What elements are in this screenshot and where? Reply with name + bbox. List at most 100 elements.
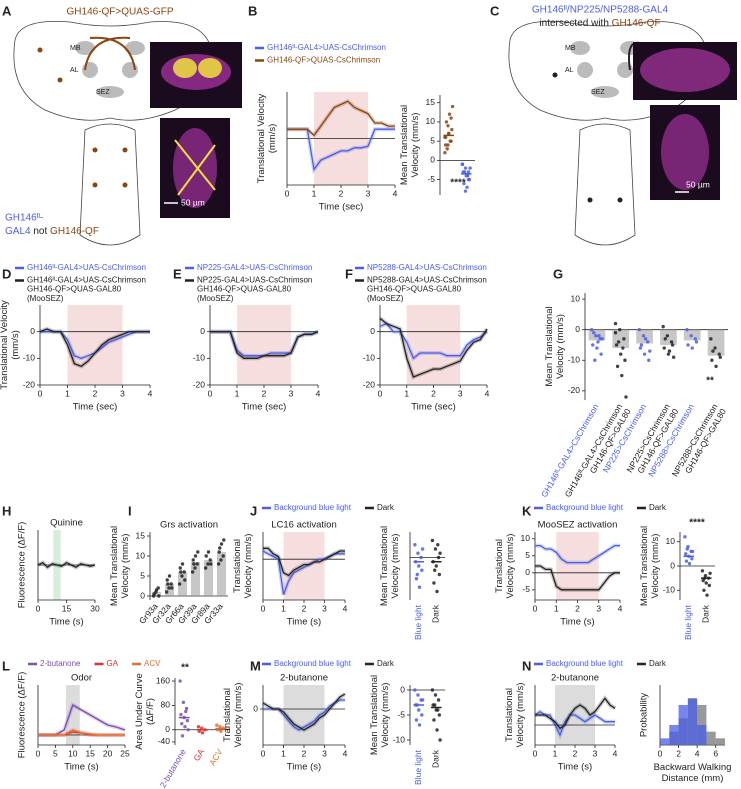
y-axis-label: Area Under Curve(ΔF/F) bbox=[134, 673, 156, 750]
panel-letter: H bbox=[2, 503, 11, 518]
y-tick-label: 0 bbox=[30, 326, 35, 336]
note-part: GH146-QF bbox=[50, 226, 99, 237]
x-tick-label: 1 bbox=[312, 188, 317, 198]
data-point bbox=[670, 343, 675, 347]
series-line bbox=[37, 561, 96, 569]
data-point bbox=[666, 352, 671, 356]
x-tick-label: 0 bbox=[285, 188, 290, 198]
x-tick-label: 2 bbox=[339, 188, 344, 198]
data-point bbox=[217, 550, 221, 554]
data-point bbox=[671, 355, 676, 359]
data-point bbox=[203, 566, 208, 570]
y-axis-label: Mean TranslationalVelocity (mm/s) bbox=[544, 306, 566, 386]
data-point bbox=[714, 364, 718, 369]
x-tick-label: 3 bbox=[289, 388, 294, 398]
brain-diagram-c bbox=[508, 21, 737, 246]
data-point bbox=[432, 718, 436, 722]
data-point bbox=[152, 592, 156, 596]
data-point bbox=[154, 588, 159, 592]
data-point bbox=[215, 723, 219, 727]
data-point bbox=[206, 550, 211, 554]
y-axis-label: TranslationalVelocity (mm/s) bbox=[504, 683, 526, 748]
series-line bbox=[535, 697, 616, 730]
data-point bbox=[433, 568, 437, 572]
series-line bbox=[287, 100, 395, 137]
x-tick-label: 2 bbox=[93, 388, 98, 398]
y-tick-label: 5 bbox=[430, 135, 435, 145]
y-tick-label: 80 bbox=[161, 700, 171, 710]
data-point bbox=[449, 116, 453, 120]
stimulus-shade bbox=[406, 305, 461, 385]
data-point bbox=[178, 566, 182, 570]
x-axis-label: Time (sec) bbox=[411, 402, 456, 413]
legend-label: Dark bbox=[377, 659, 395, 668]
legend-label: NP5288-GAL4>UAS-CsChrimson bbox=[367, 263, 487, 272]
data-point bbox=[713, 346, 717, 350]
y-tick-label: 10 bbox=[571, 293, 581, 303]
data-point bbox=[433, 693, 438, 697]
x-tick-label: 3 bbox=[120, 388, 125, 398]
data-point bbox=[667, 349, 672, 353]
stimulus-shade bbox=[237, 305, 291, 385]
bar bbox=[660, 329, 677, 345]
note: GAL4 not GH146-QF bbox=[5, 226, 99, 237]
plot-title: 2-butanone bbox=[280, 673, 328, 684]
data-point bbox=[592, 331, 596, 335]
y-axis-label: Fluorescence (ΔF/F) bbox=[17, 522, 28, 609]
x-tick-label: 20 bbox=[103, 748, 113, 758]
data-point bbox=[438, 738, 442, 742]
data-point bbox=[693, 337, 698, 341]
histogram-bar bbox=[706, 731, 716, 745]
note: GH146ᴵᴵ- bbox=[5, 213, 43, 224]
data-point bbox=[687, 561, 692, 566]
data-point bbox=[437, 713, 442, 717]
data-point bbox=[417, 585, 422, 589]
data-point bbox=[179, 712, 183, 717]
data-point bbox=[193, 566, 197, 570]
y-tick-label: -5 bbox=[427, 174, 435, 184]
data-point bbox=[184, 709, 188, 714]
data-point bbox=[443, 150, 447, 155]
data-point bbox=[639, 343, 644, 347]
data-point bbox=[463, 189, 468, 193]
data-point bbox=[200, 731, 205, 735]
data-point bbox=[616, 340, 621, 344]
series-line bbox=[379, 322, 488, 360]
series-line bbox=[39, 328, 150, 368]
data-point bbox=[624, 395, 628, 399]
panel-letter: F bbox=[345, 266, 353, 281]
bar bbox=[216, 552, 227, 596]
x-tick-label: 0 bbox=[261, 603, 266, 613]
x-tick-label: 1 bbox=[65, 388, 70, 398]
data-point bbox=[444, 120, 449, 124]
x-tick-label: 4 bbox=[148, 388, 153, 398]
region-label: MB bbox=[565, 45, 576, 52]
legend-label: NP5288-GAL4>UAS-CsChrimson GH146-QF>QUAS-… bbox=[367, 276, 487, 303]
data-point bbox=[637, 327, 642, 332]
data-point bbox=[413, 543, 417, 547]
data-point bbox=[704, 581, 708, 585]
x-tick-label: 1 bbox=[281, 748, 286, 758]
x-tick-label: 4 bbox=[485, 388, 490, 398]
y-tick-label: 0 bbox=[253, 703, 258, 713]
y-tick-label: 5 bbox=[140, 570, 145, 580]
x-tick-label: 25 bbox=[120, 748, 130, 758]
legend-label: GH146-QF>QUAS-CsChrimson bbox=[267, 56, 380, 65]
bar bbox=[151, 592, 162, 596]
data-point bbox=[178, 679, 182, 683]
note-part: GAL4 bbox=[5, 226, 31, 237]
y-tick-label: -20 bbox=[23, 379, 36, 389]
data-point bbox=[157, 594, 161, 598]
panel-letter: L bbox=[2, 658, 10, 673]
x-tick-label: 2 bbox=[262, 388, 267, 398]
x-tick-label: 1 bbox=[235, 388, 240, 398]
data-point bbox=[416, 551, 420, 555]
x-tick-label: 2 bbox=[575, 603, 580, 613]
x-tick-label: 3 bbox=[596, 603, 601, 613]
data-point bbox=[710, 358, 714, 362]
data-point bbox=[705, 593, 709, 597]
data-point bbox=[641, 334, 646, 338]
y-tick-label: 160 bbox=[156, 675, 170, 685]
legend-label: NP225-GAL4>UAS-CsChrimson GH146-QF>QUAS-G… bbox=[197, 276, 312, 303]
x-axis-label: Backward Walking Distance (mm) bbox=[654, 762, 732, 784]
